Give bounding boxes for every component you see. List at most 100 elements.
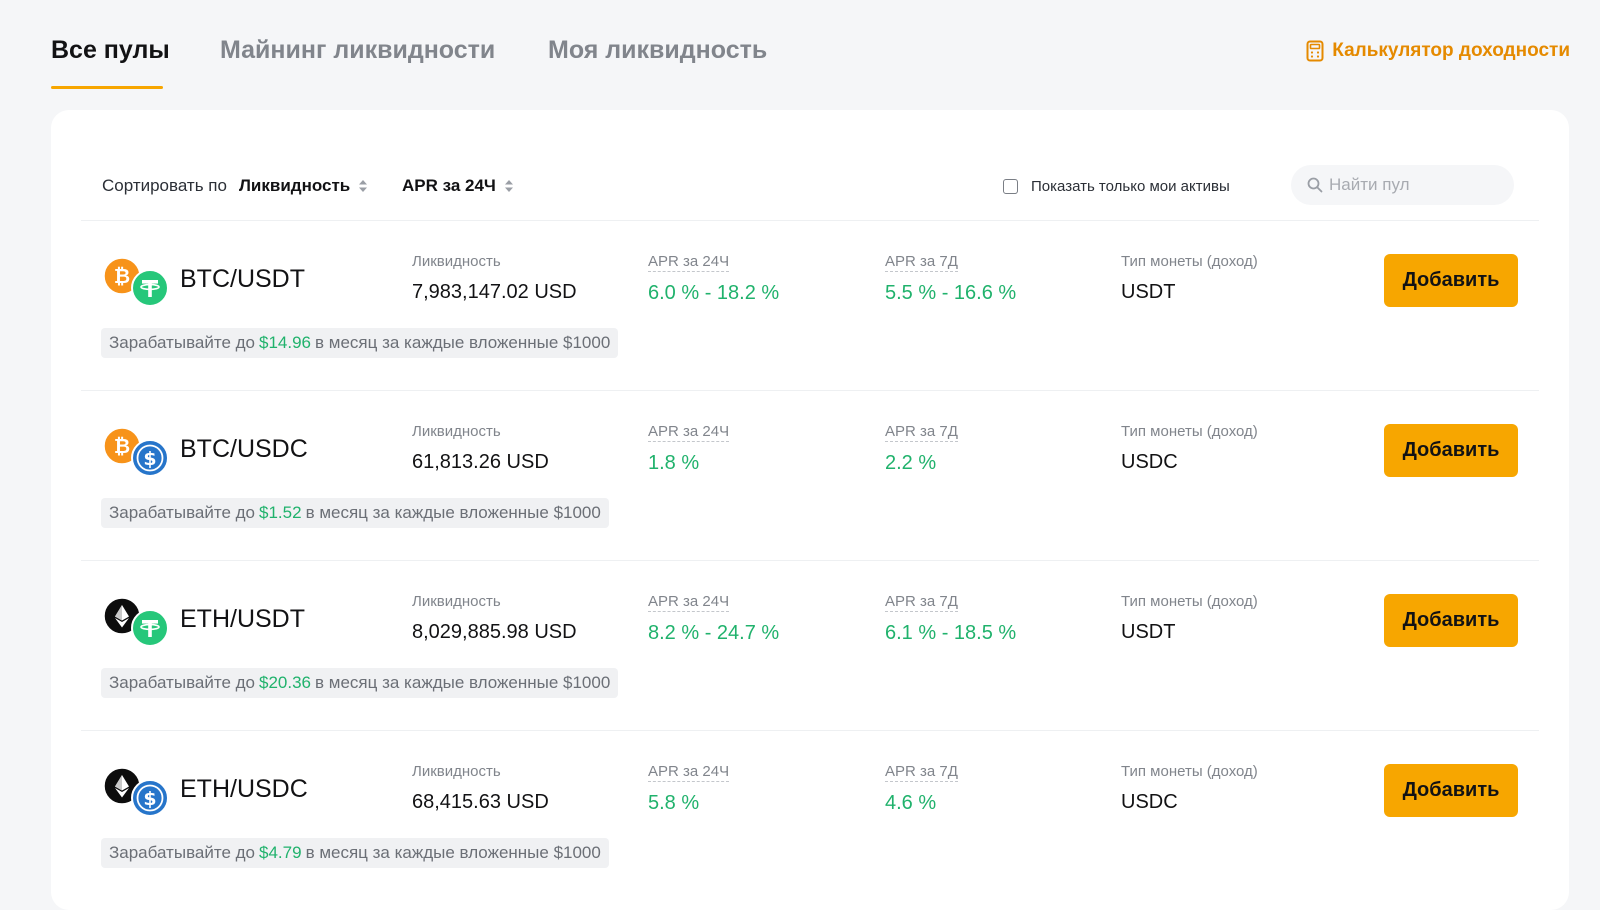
search-input[interactable] bbox=[1329, 175, 1499, 195]
add-liquidity-button[interactable]: Добавить bbox=[1384, 424, 1518, 477]
calculator-label: Калькулятор доходности bbox=[1332, 40, 1570, 61]
tab-liquidity-mining[interactable]: Майнинг ликвидности bbox=[220, 36, 496, 64]
apr24-label[interactable]: APR за 24Ч bbox=[648, 593, 730, 612]
apr24-column: APR за 24Ч 5.8 % bbox=[648, 763, 730, 815]
apr7-value: 2.2 % bbox=[885, 452, 937, 474]
coin-pair-icons: ₿ bbox=[103, 257, 171, 309]
earn-estimate-banner: Зарабатывайте до $20.36 в месяц за кажды… bbox=[101, 668, 619, 698]
add-liquidity-button[interactable]: Добавить bbox=[1384, 764, 1518, 817]
sort-toolbar: Сортировать по Ликвидность APR за 24Ч По… bbox=[81, 150, 1539, 212]
earn-prefix: Зарабатывайте до bbox=[109, 843, 256, 862]
svg-text:₿: ₿ bbox=[114, 434, 130, 458]
earn-estimate-banner: Зарабатывайте до $4.79 в месяц за каждые… bbox=[101, 838, 609, 868]
apr7-column: APR за 7Д 5.5 % - 16.6 % bbox=[885, 253, 1016, 305]
add-liquidity-button[interactable]: Добавить bbox=[1384, 594, 1518, 647]
pool-row: ETH/USDT Ликвидность 8,029,885.98 USD AP… bbox=[81, 560, 1539, 730]
eth-coin-icon bbox=[103, 767, 141, 805]
apr24-label[interactable]: APR за 24Ч bbox=[648, 763, 730, 782]
coin-type-value: USDC bbox=[1121, 451, 1178, 473]
apr7-value: 5.5 % - 16.6 % bbox=[885, 282, 1017, 304]
coin-pair-icons: ₿ $ bbox=[103, 427, 171, 479]
coin-pair-icons bbox=[103, 597, 171, 649]
earn-amount: $1.52 bbox=[259, 503, 302, 522]
earn-prefix: Зарабатывайте до bbox=[109, 673, 256, 692]
coin-type-value: USDT bbox=[1121, 621, 1176, 643]
earn-suffix: в месяц за каждые вложенные $1000 bbox=[305, 843, 601, 862]
earn-amount: $14.96 bbox=[259, 333, 312, 352]
liquidity-value: 68,415.63 USD bbox=[412, 791, 549, 813]
coin-type-value: USDC bbox=[1121, 791, 1178, 813]
apr7-label[interactable]: APR за 7Д bbox=[885, 253, 958, 272]
tab-my-liquidity[interactable]: Моя ликвидность bbox=[548, 36, 768, 64]
apr24-label[interactable]: APR за 24Ч bbox=[648, 423, 730, 442]
earn-prefix: Зарабатывайте до bbox=[109, 333, 256, 352]
usdt-coin-icon bbox=[131, 269, 169, 307]
liquidity-label: Ликвидность bbox=[412, 253, 501, 270]
only-my-assets-checkbox[interactable] bbox=[1003, 179, 1018, 194]
pool-pair-name: ETH/USDT bbox=[180, 605, 305, 633]
svg-text:$: $ bbox=[143, 788, 156, 810]
add-liquidity-button[interactable]: Добавить bbox=[1384, 254, 1518, 307]
liquidity-label: Ликвидность bbox=[412, 423, 501, 440]
tab-all-pools[interactable]: Все пулы bbox=[51, 36, 170, 64]
apr24-value: 1.8 % bbox=[648, 452, 700, 474]
apr7-label[interactable]: APR за 7Д bbox=[885, 763, 958, 782]
svg-text:$: $ bbox=[143, 448, 156, 470]
earn-suffix: в месяц за каждые вложенные $1000 bbox=[315, 673, 611, 692]
pool-pair-name: BTC/USDC bbox=[180, 435, 308, 463]
liquidity-column: Ликвидность 8,029,885.98 USD bbox=[412, 593, 577, 644]
pool-list: ₿ BTC/USDT Ликвидность 7,983,147.02 USD … bbox=[81, 220, 1539, 900]
coin-type-value: USDT bbox=[1121, 281, 1176, 303]
earn-amount: $20.36 bbox=[259, 673, 312, 692]
coin-type-column: Тип монеты (доход) USDT bbox=[1121, 253, 1258, 304]
apr7-label[interactable]: APR за 7Д bbox=[885, 593, 958, 612]
pool-row: $ ETH/USDC Ликвидность 68,415.63 USD APR… bbox=[81, 730, 1539, 900]
coin-type-column: Тип монеты (доход) USDT bbox=[1121, 593, 1258, 644]
btc-coin-icon: ₿ bbox=[103, 257, 141, 295]
sort-arrows-icon bbox=[359, 180, 368, 192]
active-tab-underline bbox=[51, 86, 163, 89]
sort-by-label: Сортировать по bbox=[102, 176, 227, 195]
liquidity-column: Ликвидность 68,415.63 USD bbox=[412, 763, 549, 814]
tab-bar: Все пулы Майнинг ликвидности Моя ликвидн… bbox=[51, 22, 1570, 92]
sort-apr24-button[interactable]: APR за 24Ч bbox=[402, 176, 514, 196]
pool-row: ₿ $ BTC/USDC Ликвидность 61,813.26 USD A… bbox=[81, 390, 1539, 560]
pool-pair-name: ETH/USDC bbox=[180, 775, 308, 803]
apr7-value: 6.1 % - 18.5 % bbox=[885, 622, 1017, 644]
yield-calculator-link[interactable]: Калькулятор доходности bbox=[1306, 40, 1570, 62]
earn-suffix: в месяц за каждые вложенные $1000 bbox=[305, 503, 601, 522]
apr24-label[interactable]: APR за 24Ч bbox=[648, 253, 730, 272]
calculator-icon bbox=[1306, 40, 1324, 62]
apr7-value: 4.6 % bbox=[885, 792, 937, 814]
coin-type-column: Тип монеты (доход) USDC bbox=[1121, 423, 1258, 474]
liquidity-value: 8,029,885.98 USD bbox=[412, 621, 577, 643]
apr24-value: 6.0 % - 18.2 % bbox=[648, 282, 780, 304]
liquidity-value: 61,813.26 USD bbox=[412, 451, 549, 473]
coin-type-column: Тип монеты (доход) USDC bbox=[1121, 763, 1258, 814]
only-my-assets-toggle[interactable]: Показать только мои активы bbox=[1003, 178, 1230, 195]
earn-prefix: Зарабатывайте до bbox=[109, 503, 256, 522]
usdt-coin-icon bbox=[131, 609, 169, 647]
coin-type-label: Тип монеты (доход) bbox=[1121, 253, 1258, 270]
apr7-column: APR за 7Д 4.6 % bbox=[885, 763, 958, 815]
sort-apr24-label: APR за 24Ч bbox=[402, 176, 496, 195]
sort-liquidity-label: Ликвидность bbox=[239, 176, 351, 195]
pools-card: Сортировать по Ликвидность APR за 24Ч По… bbox=[51, 110, 1569, 910]
svg-text:₿: ₿ bbox=[114, 264, 130, 288]
sort-liquidity-button[interactable]: Ликвидность bbox=[239, 176, 368, 196]
apr24-value: 8.2 % - 24.7 % bbox=[648, 622, 780, 644]
pool-pair-name: BTC/USDT bbox=[180, 265, 305, 293]
sort-arrows-icon bbox=[504, 180, 513, 192]
pool-row: ₿ BTC/USDT Ликвидность 7,983,147.02 USD … bbox=[81, 220, 1539, 390]
btc-coin-icon: ₿ bbox=[103, 427, 141, 465]
liquidity-column: Ликвидность 61,813.26 USD bbox=[412, 423, 549, 474]
coin-type-label: Тип монеты (доход) bbox=[1121, 593, 1258, 610]
search-icon bbox=[1307, 177, 1323, 193]
usdc-coin-icon: $ bbox=[131, 779, 169, 817]
coin-type-label: Тип монеты (доход) bbox=[1121, 763, 1258, 780]
earn-estimate-banner: Зарабатывайте до $14.96 в месяц за кажды… bbox=[101, 328, 619, 358]
coin-type-label: Тип монеты (доход) bbox=[1121, 423, 1258, 440]
earn-suffix: в месяц за каждые вложенные $1000 bbox=[315, 333, 611, 352]
apr7-label[interactable]: APR за 7Д bbox=[885, 423, 958, 442]
pool-search[interactable] bbox=[1291, 165, 1514, 205]
